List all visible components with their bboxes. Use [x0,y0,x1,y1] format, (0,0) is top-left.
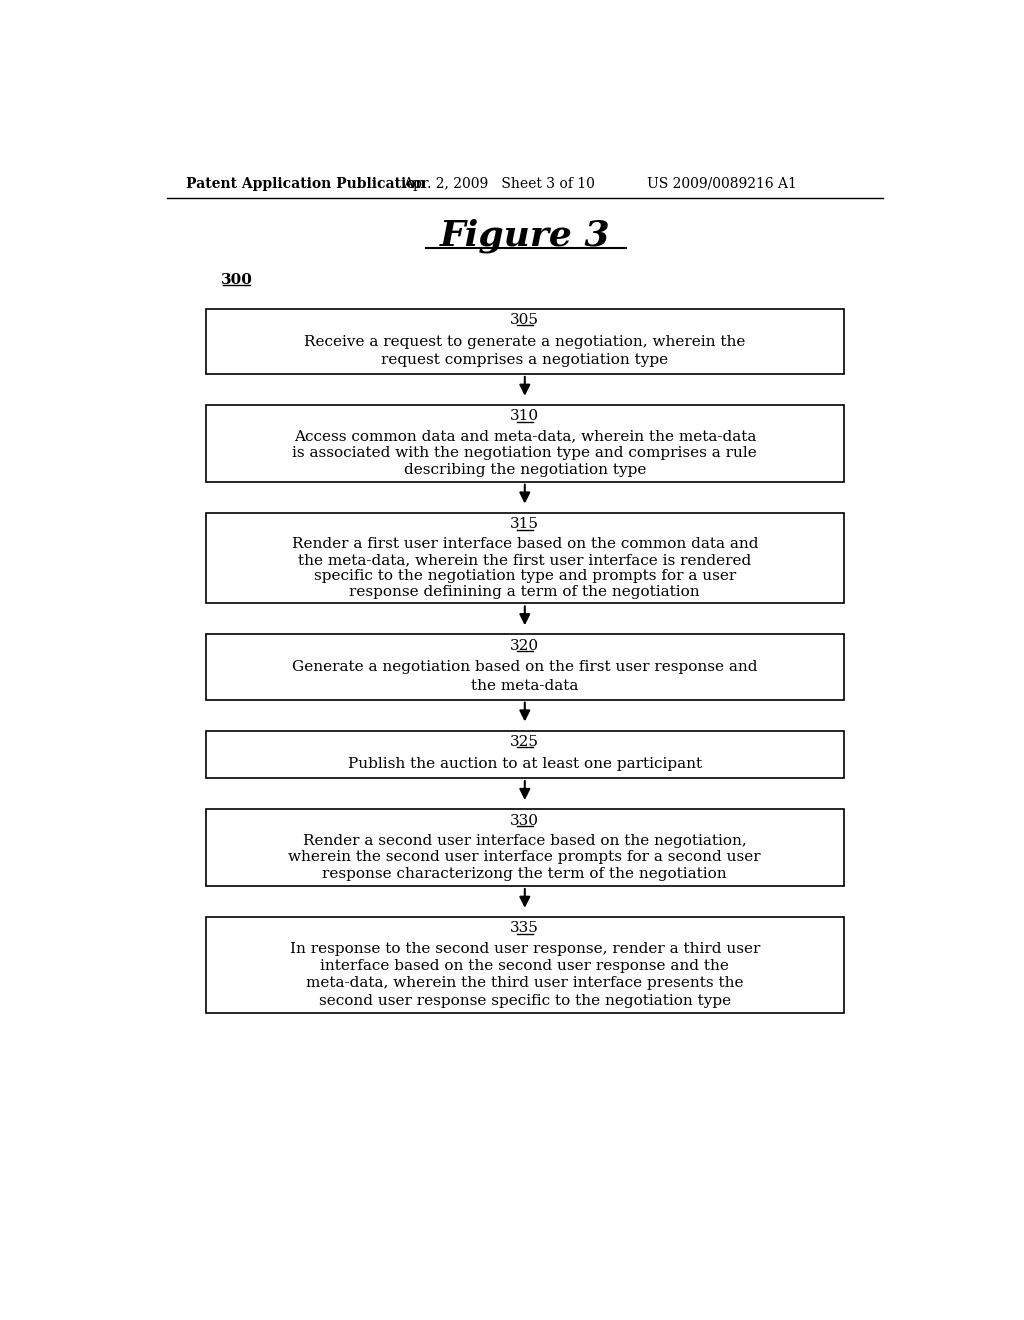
Text: interface based on the second user response and the: interface based on the second user respo… [321,960,729,973]
Text: 330: 330 [510,813,540,828]
Text: Access common data and meta-data, wherein the meta-data: Access common data and meta-data, wherei… [294,430,756,444]
Text: Figure 3: Figure 3 [439,218,610,252]
Text: request comprises a negotiation type: request comprises a negotiation type [381,354,669,367]
Bar [206,405,844,482]
Text: Apr. 2, 2009   Sheet 3 of 10: Apr. 2, 2009 Sheet 3 of 10 [403,177,595,191]
Bar [206,512,844,603]
Text: 305: 305 [510,313,540,327]
Text: the meta-data, wherein the first user interface is rendered: the meta-data, wherein the first user in… [298,553,752,568]
Text: Publish the auction to at least one participant: Publish the auction to at least one part… [348,756,701,771]
Text: In response to the second user response, render a third user: In response to the second user response,… [290,942,760,956]
Text: 300: 300 [220,273,253,286]
Text: the meta-data: the meta-data [471,678,579,693]
Text: meta-data, wherein the third user interface presents the: meta-data, wherein the third user interf… [306,977,743,990]
Text: Generate a negotiation based on the first user response and: Generate a negotiation based on the firs… [292,660,758,675]
Text: response characterizong the term of the negotiation: response characterizong the term of the … [323,867,727,880]
Bar [206,809,844,886]
Text: is associated with the negotiation type and comprises a rule: is associated with the negotiation type … [293,446,757,461]
Text: Patent Application Publication: Patent Application Publication [186,177,426,191]
Text: 335: 335 [510,921,540,936]
Text: specific to the negotiation type and prompts for a user: specific to the negotiation type and pro… [313,569,736,583]
Text: 315: 315 [510,517,540,531]
Bar [206,730,844,779]
Text: Receive a request to generate a negotiation, wherein the: Receive a request to generate a negotiat… [304,334,745,348]
Text: second user response specific to the negotiation type: second user response specific to the neg… [318,994,731,1007]
Text: Render a second user interface based on the negotiation,: Render a second user interface based on … [303,834,746,847]
Text: 310: 310 [510,409,540,424]
Text: US 2009/0089216 A1: US 2009/0089216 A1 [647,177,797,191]
Text: 320: 320 [510,639,540,653]
Text: Render a first user interface based on the common data and: Render a first user interface based on t… [292,537,758,552]
Text: response definining a term of the negotiation: response definining a term of the negoti… [349,585,700,599]
Bar [206,635,844,700]
Text: wherein the second user interface prompts for a second user: wherein the second user interface prompt… [289,850,761,865]
Text: describing the negotiation type: describing the negotiation type [403,462,646,477]
Bar [206,309,844,374]
Bar [206,917,844,1014]
Text: 325: 325 [510,735,540,748]
